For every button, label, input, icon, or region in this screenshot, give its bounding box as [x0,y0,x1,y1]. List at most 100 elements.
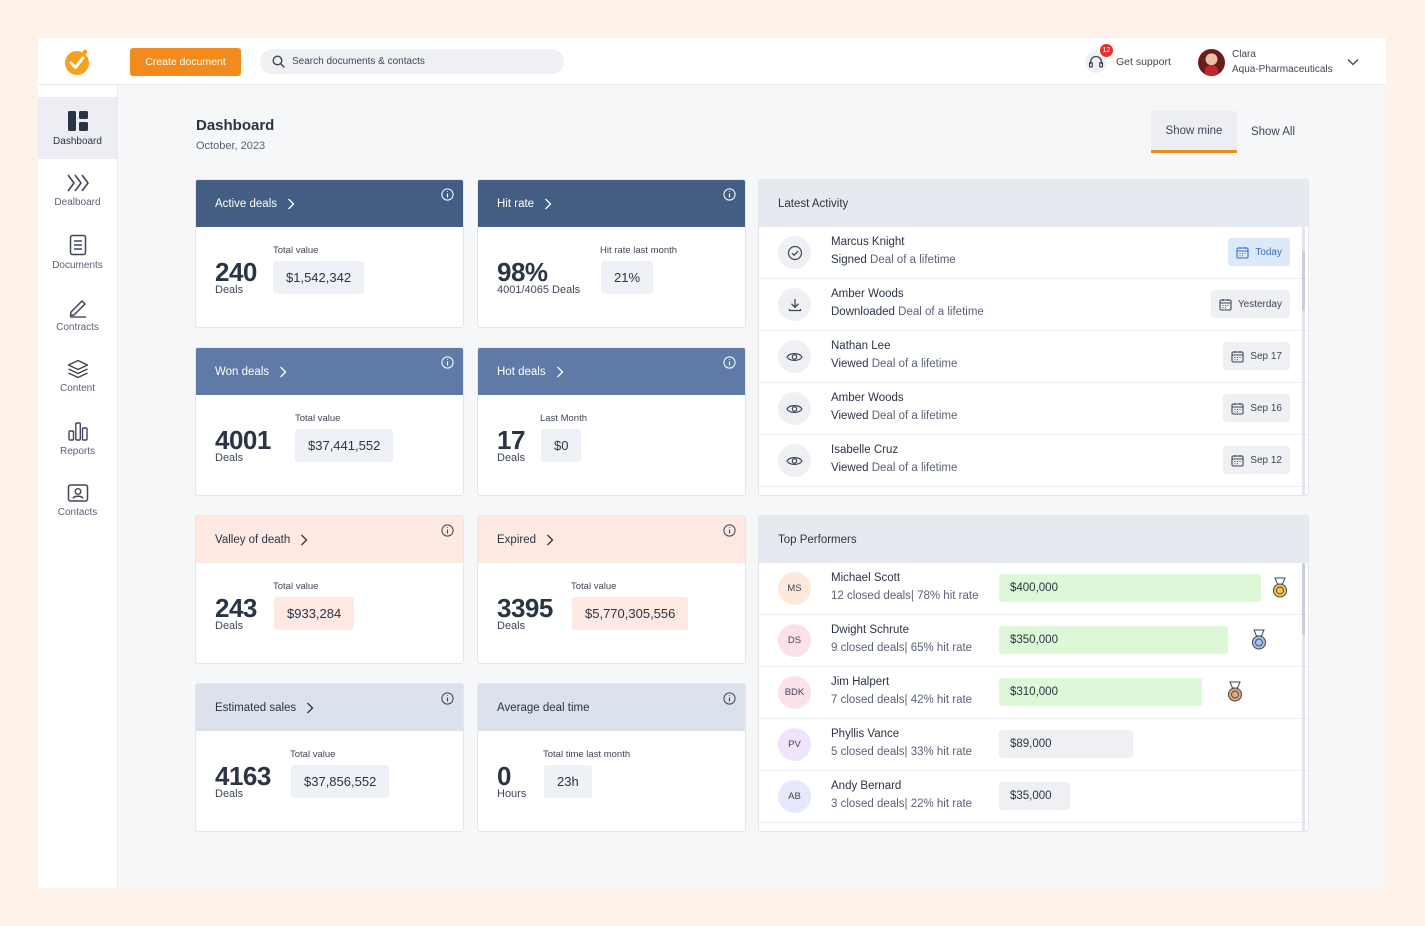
card-value: 4163 [215,761,271,791]
card-valley-of-death[interactable]: Valley of death 243 Deals Total value $9… [195,515,464,664]
card-label: Total value [571,581,617,592]
card-won-deals[interactable]: Won deals 4001 Deals Total value $37,441… [195,347,464,496]
info-icon[interactable] [723,692,736,705]
activity-action: Viewed [831,462,869,474]
activity-person: Marcus Knight [831,236,905,248]
sidebar-item-documents[interactable]: Documents [38,221,117,283]
activity-date-label: Sep 17 [1250,350,1282,362]
sidebar-item-label: Contacts [57,506,98,518]
card-hit-rate[interactable]: Hit rate 98% 4001/4065 Deals Hit rate la… [477,179,746,328]
support-label: Get support [1116,56,1171,68]
card-header[interactable]: Won deals [196,348,463,395]
sidebar-item-reports[interactable]: Reports [38,407,117,469]
activity-description: Viewed Deal of a lifetime [831,410,957,422]
activity-row[interactable]: Marcus Knight Signed Deal of a lifetime … [759,227,1308,279]
info-icon[interactable] [441,188,454,201]
dealboard-icon [66,174,89,191]
performer-avatar: BDK [778,676,811,709]
card-header[interactable]: Active deals [196,180,463,227]
card-title: Estimated sales [215,701,297,714]
card-unit: Deals [215,452,244,464]
sidebar-item-contracts[interactable]: Contracts [38,283,117,345]
card-unit: 4001/4065 Deals [497,284,581,296]
activity-date: Sep 16 [1223,394,1290,422]
notification-badge: 12 [1100,44,1113,57]
chevron-down-icon[interactable] [1347,58,1359,66]
card-value: 17 [497,425,525,455]
card-label: Last Month [540,413,587,424]
brand-logo-icon[interactable] [63,48,91,76]
card-title: Hot deals [497,365,546,378]
info-icon[interactable] [441,524,454,537]
performer-avatar: DS [778,624,811,657]
card-value: 98% [497,257,548,287]
activity-action: Viewed [831,410,869,422]
card-header[interactable]: Expired [478,516,745,563]
info-icon[interactable] [723,188,736,201]
activity-date: Yesterday [1210,290,1290,318]
card-average-deal-time[interactable]: Average deal time 0 Hours Total time las… [477,683,746,832]
card-value: 243 [215,593,257,623]
sidebar-item-dashboard[interactable]: Dashboard [38,97,117,159]
performer-amount: $89,000 [1010,738,1052,750]
card-hot-deals[interactable]: Hot deals 17 Deals Last Month $0 [477,347,746,496]
get-support-button[interactable]: 12 Get support [1084,44,1171,74]
sidebar-item-dealboard[interactable]: Dealboard [38,159,117,221]
panel-title: Latest Activity [759,180,1308,227]
show-all-tab[interactable]: Show All [1250,126,1296,138]
performer-amount: $350,000 [1010,634,1058,646]
card-label: Total value [273,245,319,256]
app-window: Create document Search documents & conta… [38,38,1386,888]
info-icon[interactable] [441,692,454,705]
eye-icon [778,444,811,477]
eye-icon [778,340,811,373]
performer-amount-bar: $35,000 [999,782,1070,810]
performer-name: Jim Halpert [831,676,890,688]
performer-amount-bar: $89,000 [999,730,1133,758]
card-label: Total value [290,749,336,760]
card-active-deals[interactable]: Active deals 240 Deals Total value $1,54… [195,179,464,328]
info-icon[interactable] [441,356,454,369]
sidebar-item-contacts[interactable]: Contacts [38,469,117,531]
activity-row[interactable]: Amber Woods Viewed Deal of a lifetime Se… [759,383,1308,435]
document-icon [69,234,86,255]
performer-avatar: AB [778,780,811,813]
performer-row[interactable]: MS Michael Scott 12 closed deals| 78% hi… [759,563,1308,615]
card-title: Average deal time [497,701,590,714]
card-pill-value: 23h [544,765,592,798]
card-expired[interactable]: Expired 3395 Deals Total value $5,770,30… [477,515,746,664]
info-icon[interactable] [723,356,736,369]
info-icon[interactable] [723,524,736,537]
performer-amount-bar: $350,000 [999,626,1228,654]
activity-action: Viewed [831,358,869,370]
activity-row[interactable]: Isabelle Cruz Viewed Deal of a lifetime … [759,435,1308,487]
card-header[interactable]: Estimated sales [196,684,463,731]
card-header[interactable]: Average deal time [478,684,745,731]
performer-row[interactable]: AB Andy Bernard 3 closed deals| 22% hit … [759,771,1308,823]
performer-row[interactable]: BDK Jim Halpert 7 closed deals| 42% hit … [759,667,1308,719]
card-header[interactable]: Valley of death [196,516,463,563]
card-estimated-sales[interactable]: Estimated sales 4163 Deals Total value $… [195,683,464,832]
activity-scrollbar[interactable] [1302,227,1305,495]
user-organization: Aqua-Pharmaceuticals [1232,64,1333,75]
performer-row[interactable]: PV Phyllis Vance 5 closed deals| 33% hit… [759,719,1308,771]
activity-row[interactable]: Amber Woods Downloaded Deal of a lifetim… [759,279,1308,331]
chevron-right-icon [556,366,564,377]
sidebar-item-content[interactable]: Content [38,345,117,407]
card-title: Active deals [215,197,278,210]
calendar-icon [1231,454,1244,467]
card-unit: Deals [215,284,244,296]
performer-row[interactable]: DS Dwight Schrute 9 closed deals| 65% hi… [759,615,1308,667]
eye-icon [778,392,811,425]
user-menu[interactable]: Clara Aqua-Pharmaceuticals [1198,47,1359,77]
activity-row[interactable]: Nathan Lee Viewed Deal of a lifetime Sep… [759,331,1308,383]
show-mine-tab[interactable]: Show mine [1151,111,1237,153]
activity-date: Sep 12 [1223,446,1290,474]
activity-date-label: Yesterday [1237,298,1282,310]
create-document-button[interactable]: Create document [130,48,241,76]
card-header[interactable]: Hit rate [478,180,745,227]
performers-scrollbar[interactable] [1302,563,1305,831]
search-input[interactable]: Search documents & contacts [260,49,564,74]
card-header[interactable]: Hot deals [478,348,745,395]
performer-name: Dwight Schrute [831,624,909,636]
